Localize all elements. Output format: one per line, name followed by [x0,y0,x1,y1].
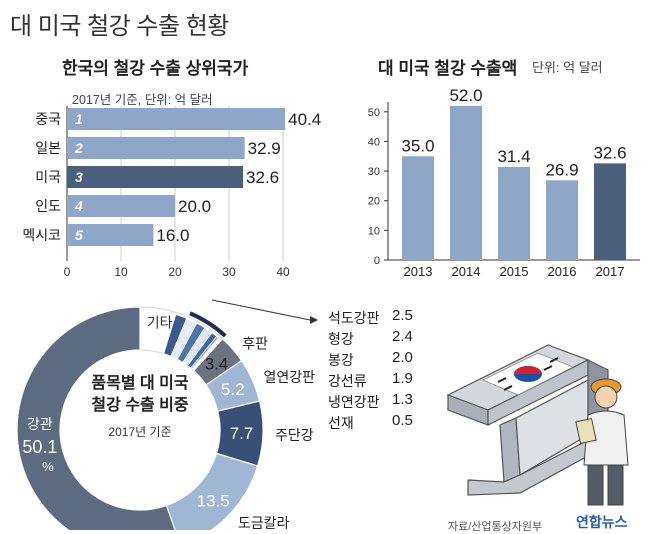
donut-slice-name: 주단강 [275,427,314,443]
other-item-value: 2.0 [392,349,413,366]
vbar-category-label: 2013 [404,264,433,279]
other-item-name: 형강 [328,331,354,347]
right-chart-heading: 대 미국 철강 수출액 [378,59,518,78]
callout-line [211,299,311,321]
vbar-value-label: 52.0 [449,86,482,105]
hbar-value-label: 20.0 [178,197,211,216]
vbar-tick-label: 50 [368,107,380,119]
right-chart-unit: 단위: 억 달러 [532,60,603,75]
hbar-rank-label: 1 [75,111,83,127]
hbar-bar [67,108,286,130]
hbar-value-label: 32.6 [246,168,279,187]
hbar-value-label: 32.9 [248,139,281,158]
donut-slice-value: 7.7 [230,424,254,443]
vbar-bar [546,180,578,260]
vbar-value-label: 35.0 [401,136,434,155]
other-item-value: 1.9 [392,370,413,387]
donut-slice-name: 도금칼라 [238,515,290,530]
yonhap-logo: 연합뉴스 [576,514,628,530]
vbar-category-label: 2017 [596,264,625,279]
hbar-rank-label: 2 [74,140,83,156]
other-item-name: 강선류 [328,373,367,389]
hbar-category-label: 일본 [35,140,61,156]
hbar-tick-label: 40 [276,265,290,279]
vbar-value-label: 32.6 [593,143,626,162]
donut-slice-value: 5.2 [221,380,245,399]
donut-chart: 기타 3.4 후판 5.2 열연강판 7.7 주단강 13.5 도금칼라 강관 50.1% [16,299,318,530]
donut-slice-name: 기타 [147,314,173,330]
other-item-name: 봉강 [328,352,354,368]
donut-title: 품목별 대 미국 철강 수출 비중 [75,373,205,417]
hbar-rank-label: 5 [75,227,83,243]
donut-title-line1: 품목별 대 미국 [91,375,189,392]
other-item-value: 1.3 [392,391,413,408]
donut-title-line2: 철강 수출 비중 [91,397,189,414]
donut-note: 2017년 기준 [108,425,172,439]
hbar-category-label: 멕시코 [22,227,61,243]
vbar-bar [498,166,530,260]
donut-slice [16,306,176,530]
vbar-chart: 0 10 20 30 40 50 35.0 2013 52.0 2014 31.4 2015 26.9… [368,86,640,279]
donut-slice-name: 열연강판 [264,369,316,385]
hbar-tick-label: 10 [114,265,128,279]
vbar-tick-label: 0 [374,255,380,267]
other-item-name: 석도강판 [328,310,380,326]
vbar-tick-label: 20 [368,196,380,208]
donut-slice-name: 후판 [242,336,268,352]
other-item-value: 0.5 [392,412,413,429]
hbar-rank-label: 3 [75,169,83,185]
vbar-value-label: 31.4 [497,147,530,166]
korean-flag-icon [482,352,574,396]
hbar-value-label: 40.4 [288,110,321,129]
left-chart-note: 2017년 기준, 단위: 억 달러 [72,93,213,107]
hbar-tick-label: 30 [222,265,236,279]
hbar-value-label: 16.0 [156,226,189,245]
hbar-bar [67,166,244,188]
hbar-tick-label: 0 [64,265,71,279]
other-item-value: 2.4 [392,328,413,345]
hbar-rank-label: 4 [74,198,83,214]
callout-arrowhead [310,316,318,324]
hbar-tick-label: 20 [168,265,182,279]
hbar-category-label: 중국 [35,111,61,127]
vbar-category-label: 2016 [548,264,577,279]
worker-icon [575,378,629,506]
other-item-name: 선재 [328,415,354,431]
hbar-bar [67,224,154,246]
donut-slice [165,452,259,530]
vbar-bar [402,156,434,260]
hbar-bar [67,137,245,159]
steel-worker-illustration [446,344,629,506]
donut-slice-name: 강관 [27,416,53,432]
page-title: 대 미국 철강 수출 현황 [10,13,229,40]
source-note: 자료/산업통상자원부 [448,521,543,533]
donut-slice-value: 3.4 [205,354,229,373]
donut-slice-value: 50.1 [22,437,57,457]
vbar-category-label: 2014 [452,264,481,279]
hbar-bar [67,195,175,217]
hbar-category-label: 인도 [35,198,61,214]
other-item-name: 냉연강판 [328,394,380,410]
hbar-chart: 0 10 20 30 40 1 중국 40.4 2 일본 32.9 3 미국 32.6 4 인도 20.0 5멕… [22,106,321,279]
vbar-tick-label: 40 [368,136,380,148]
donut-other-subslice [190,335,220,370]
left-chart-heading: 한국의 철강 수출 상위국가 [62,59,249,78]
vbar-tick-label: 10 [368,225,380,237]
donut-other-bracket [189,311,227,338]
donut-slice-value: 13.5 [197,491,230,510]
donut-unit-label: % [42,459,54,474]
vbar-bar [450,105,482,261]
other-item-value: 2.5 [392,307,413,324]
vbar-category-label: 2015 [500,264,529,279]
vbar-tick-label: 30 [368,166,380,178]
vbar-bar [594,163,626,260]
hbar-category-label: 미국 [35,169,61,185]
vbar-value-label: 26.9 [545,160,578,179]
